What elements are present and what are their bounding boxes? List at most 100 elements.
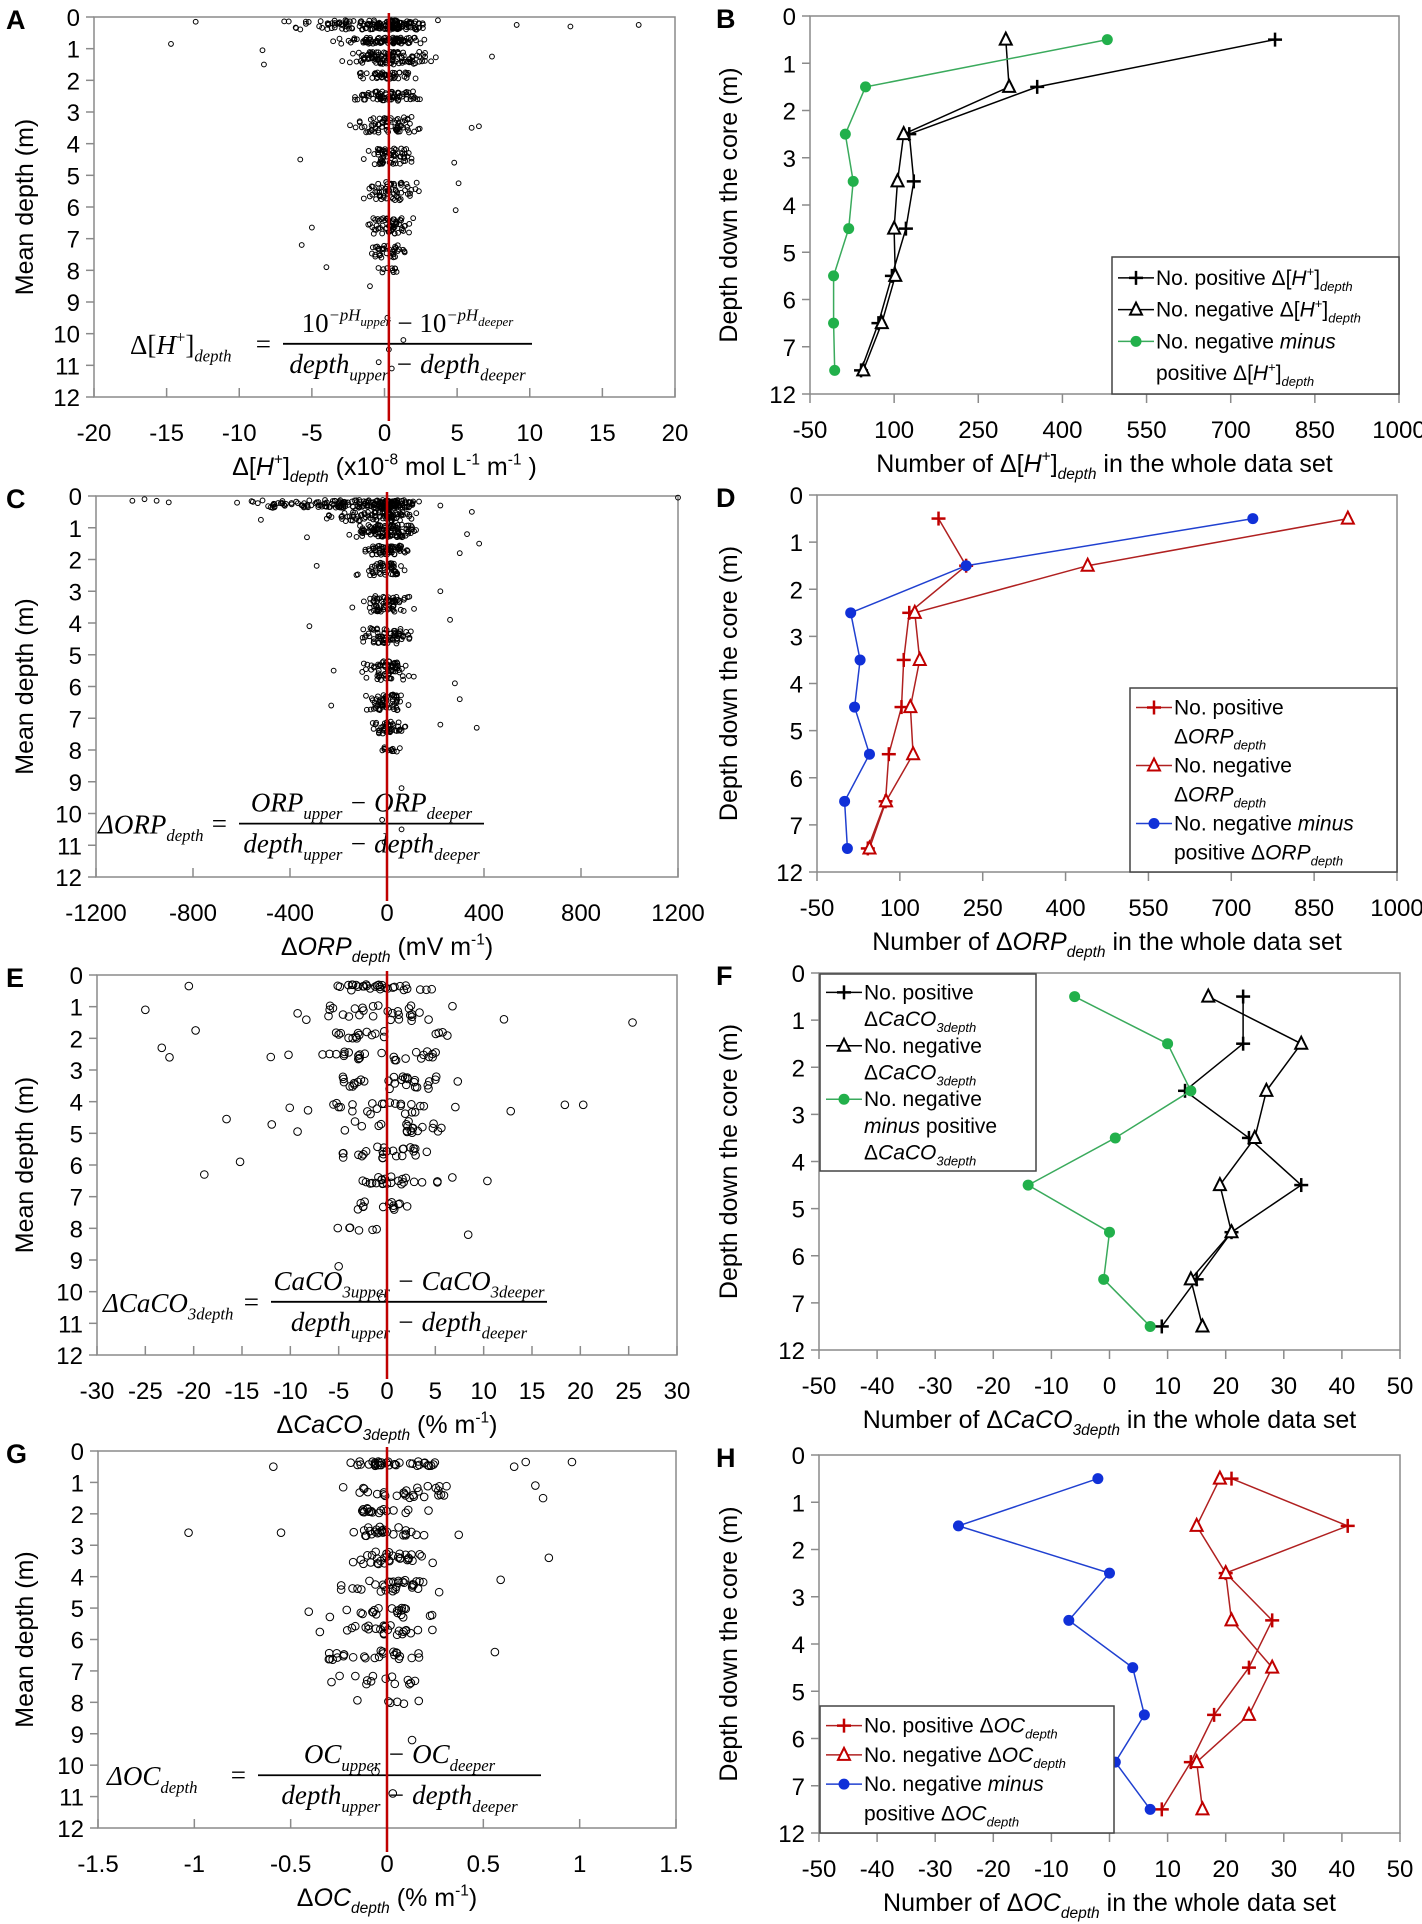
data-point [399, 1699, 409, 1709]
x-axis-title: Number of Δ[H+]depth in the whole data s… [876, 449, 1333, 484]
data-point [356, 70, 363, 77]
data-marker [841, 842, 853, 854]
y-tick-label: 5 [69, 643, 82, 670]
data-point [362, 1676, 372, 1685]
text-segment: Δ[ [232, 453, 256, 481]
y-axis-title: Depth down the core (m) [715, 67, 743, 342]
data-point [402, 187, 408, 194]
x-tick-label: -1.5 [77, 1851, 118, 1878]
data-point [377, 633, 384, 640]
data-marker [1109, 1132, 1121, 1144]
data-marker [907, 603, 923, 619]
y-tick-label: 0 [67, 5, 80, 32]
text-segment: -1 [475, 1410, 489, 1427]
data-point [398, 563, 404, 569]
text-segment: 3depth [187, 1304, 234, 1323]
data-point [369, 563, 375, 570]
data-point [407, 120, 413, 127]
data-point [394, 1010, 403, 1019]
data-point [297, 156, 304, 163]
legend-entry: No. positive ΔCaCO3depth [826, 981, 976, 1035]
data-point [409, 1147, 418, 1156]
data-marker [1098, 1273, 1110, 1285]
data-point [356, 118, 363, 125]
data-marker [1293, 1034, 1309, 1050]
y-tick-label: 6 [69, 675, 82, 702]
data-point [165, 1053, 174, 1062]
text-segment: (mV m [391, 933, 472, 961]
data-point [377, 21, 384, 28]
text-segment: ] [1322, 299, 1328, 322]
text-segment: + [274, 452, 283, 469]
data-point [375, 265, 382, 271]
data-point [415, 1550, 424, 1559]
x-tick-label: -1 [184, 1851, 205, 1878]
data-point [317, 502, 324, 509]
text-segment: Δ [297, 1884, 314, 1912]
equation-denominator: depthupper − depthdeeper [291, 1307, 528, 1343]
data-point [392, 119, 399, 126]
data-point [433, 1177, 442, 1186]
x-tick-label: 0 [1103, 1856, 1116, 1883]
data-point [369, 250, 375, 257]
legend-box [1129, 687, 1398, 873]
data-point [391, 246, 398, 253]
data-point [448, 1173, 457, 1182]
data-point [358, 1504, 368, 1514]
data-point [369, 49, 376, 55]
data-point [374, 1458, 384, 1467]
data-point [418, 1122, 427, 1132]
data-point [302, 18, 309, 25]
data-point [388, 565, 395, 572]
data-marker [898, 221, 913, 236]
data-point [299, 502, 306, 509]
legend-entry: No. negative ΔCaCO3depth [826, 1035, 982, 1088]
data-point [388, 571, 394, 577]
data-point [365, 546, 372, 553]
data-point [401, 1054, 410, 1063]
x-tick-label: -20 [176, 1378, 211, 1405]
data-point [372, 56, 379, 63]
data-point [410, 93, 416, 99]
data-point [374, 606, 381, 613]
y-tick-label: 6 [790, 766, 803, 793]
data-point [476, 540, 483, 547]
data-point [369, 720, 376, 726]
data-point [323, 264, 330, 271]
data-point [410, 1676, 420, 1686]
panel-d: D-50 100 250 400 550 700 850 10000123456712Dept… [715, 483, 1422, 961]
data-point [422, 53, 428, 60]
data-point [394, 511, 401, 518]
x-tick-label: 15 [519, 1378, 546, 1405]
data-point [400, 676, 407, 683]
data-point [379, 816, 386, 823]
legend-label: No. negative minus [864, 1773, 1044, 1796]
data-point [369, 75, 376, 81]
data-point [298, 242, 305, 248]
data-point [360, 638, 367, 645]
y-axis-title: Depth down the core (m) [715, 546, 743, 821]
data-marker [847, 175, 859, 187]
x-tick-label: 550 [1127, 417, 1167, 444]
data-point [628, 1018, 637, 1027]
series-triangle [861, 509, 1356, 855]
data-marker [886, 219, 902, 235]
y-tick-label: 8 [71, 1690, 84, 1717]
data-point [357, 1121, 367, 1131]
data-point [306, 623, 313, 630]
data-point [407, 1108, 417, 1117]
data-point [404, 594, 411, 601]
data-point [366, 633, 373, 640]
text-segment: OC [304, 1739, 342, 1769]
series-line [862, 39, 1010, 371]
data-point [411, 128, 418, 135]
text-segment: ) [522, 453, 537, 481]
data-marker [1294, 1178, 1309, 1193]
y-tick-label: 11 [57, 833, 82, 860]
data-marker [1247, 513, 1259, 525]
legend-label: No. positive ΔOCdepth [864, 1715, 1058, 1742]
data-point [411, 94, 418, 101]
data-point [391, 1585, 400, 1594]
data-point [304, 534, 310, 541]
y-tick-label: 2 [783, 99, 796, 126]
